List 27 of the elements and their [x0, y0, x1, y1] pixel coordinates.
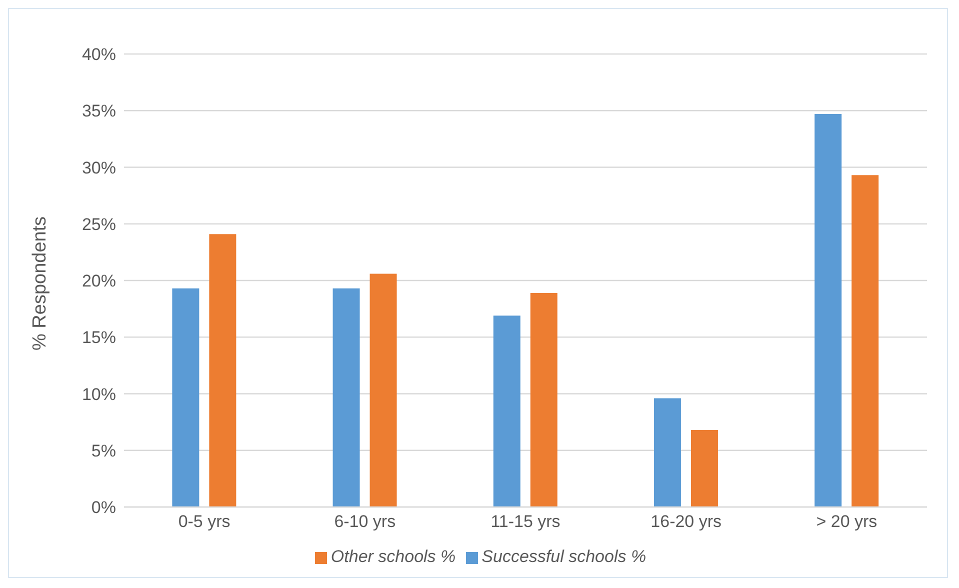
- x-tick-label: > 20 yrs: [816, 512, 878, 532]
- legend-label: Successful schools %: [482, 547, 646, 566]
- y-tick-label: 25%: [82, 214, 116, 234]
- y-tick-label: 10%: [82, 384, 116, 404]
- legend-label: Other schools %: [330, 547, 456, 566]
- bar: [209, 234, 236, 507]
- y-axis-title: % Respondents: [30, 216, 51, 350]
- bar: [814, 114, 842, 507]
- y-tick-label: 15%: [82, 328, 116, 348]
- bar: [852, 175, 879, 507]
- bar: [172, 288, 200, 507]
- bar: [690, 430, 718, 507]
- x-tick-label: 11-15 yrs: [490, 512, 560, 532]
- bar: [530, 292, 558, 507]
- y-tick-label: 20%: [82, 272, 116, 291]
- bar: [493, 316, 520, 507]
- x-tick-label: 16-20 yrs: [650, 512, 722, 532]
- y-tick-label: 5%: [91, 441, 116, 460]
- bar: [370, 274, 397, 507]
- y-tick-label: 35%: [82, 102, 116, 121]
- y-tick-label: 0%: [91, 498, 116, 518]
- bar: [332, 288, 360, 507]
- y-tick-label: 30%: [82, 158, 116, 178]
- bar: [654, 398, 681, 507]
- x-tick-label: 6-10 yrs: [334, 512, 396, 532]
- x-tick-label: 0-5 yrs: [178, 512, 230, 532]
- y-tick-label: 40%: [82, 45, 116, 64]
